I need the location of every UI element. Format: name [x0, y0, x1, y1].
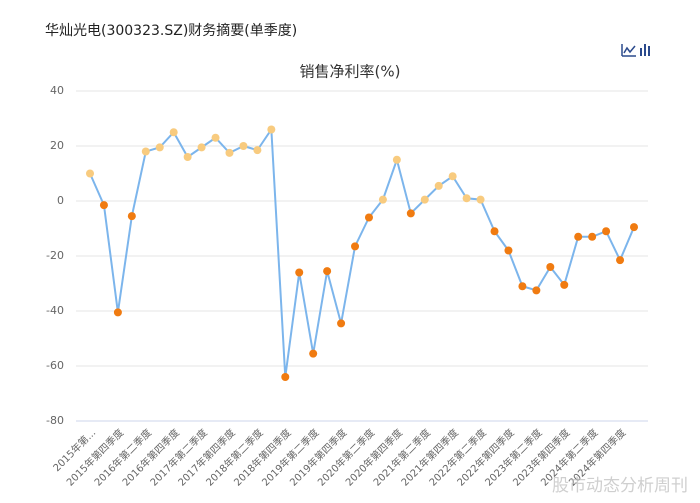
data-point: [630, 223, 638, 232]
bar-icon[interactable]: [640, 44, 650, 56]
data-point: [155, 143, 164, 152]
line-icon[interactable]: [621, 44, 636, 57]
data-point: [127, 212, 136, 221]
icon-part: [623, 45, 636, 54]
watermark: 股市动态分析周刊: [552, 476, 688, 496]
data-point: [546, 263, 555, 271]
page-title: 华灿光电(300323.SZ)财务摘要(单季度): [45, 22, 297, 39]
data-point: [253, 146, 262, 155]
data-point: [616, 256, 625, 265]
data-point: [86, 169, 94, 178]
data-point: [434, 181, 443, 190]
data-point: [323, 267, 332, 276]
data-point: [113, 308, 122, 317]
data-point: [392, 155, 401, 164]
data-point: [211, 133, 220, 142]
data-point: [225, 148, 234, 157]
data-point: [574, 232, 583, 241]
data-point: [560, 280, 569, 289]
y-tick-label: 20: [50, 139, 64, 152]
data-point: [532, 286, 541, 295]
series-line: [89, 126, 635, 378]
data-point: [239, 142, 248, 150]
data-point: [267, 125, 276, 134]
data-point: [197, 143, 206, 152]
data-point: [490, 227, 499, 236]
data-point: [378, 195, 387, 204]
data-point: [364, 213, 373, 222]
y-tick-label: -60: [46, 359, 64, 372]
icon-part: [640, 48, 642, 56]
data-point: [281, 373, 290, 381]
data-point: [183, 153, 192, 161]
data-point: [337, 319, 346, 328]
data-point: [406, 209, 415, 218]
icon-part: [644, 44, 646, 56]
data-point: [420, 195, 429, 204]
data-point: [588, 232, 597, 241]
data-point: [99, 201, 108, 210]
data-point: [504, 246, 513, 255]
data-point: [351, 242, 360, 251]
data-point: [448, 172, 457, 181]
data-point: [518, 282, 527, 291]
icon-part: [648, 46, 650, 56]
data-point: [309, 349, 318, 358]
data-point: [141, 147, 150, 156]
y-tick-label: 40: [50, 84, 64, 97]
y-tick-label: 0: [57, 194, 64, 207]
y-tick-label: -80: [46, 414, 64, 427]
data-point: [462, 194, 471, 203]
y-tick-label: -20: [46, 249, 64, 262]
data-point: [169, 128, 178, 137]
chart-title: 销售净利率(%): [300, 63, 401, 81]
data-point: [476, 195, 485, 204]
y-tick-label: -40: [46, 304, 64, 317]
data-point: [602, 227, 611, 236]
data-point: [295, 268, 304, 277]
